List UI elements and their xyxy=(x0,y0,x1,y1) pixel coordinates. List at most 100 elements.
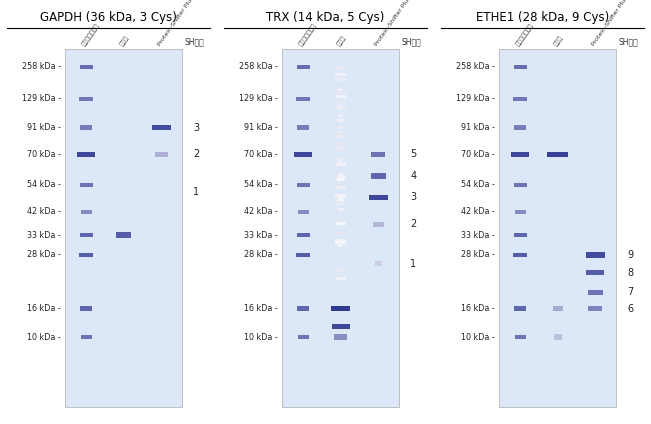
Bar xyxy=(334,335,347,340)
Bar xyxy=(335,239,346,242)
Bar xyxy=(337,176,345,179)
Text: 10 kDa -: 10 kDa - xyxy=(27,333,61,342)
Text: GAPDH (36 kDa, 3 Cys): GAPDH (36 kDa, 3 Cys) xyxy=(40,11,177,24)
Text: 2: 2 xyxy=(193,149,199,159)
Bar xyxy=(339,142,343,145)
Bar xyxy=(514,183,527,187)
Bar xyxy=(298,335,309,339)
Bar xyxy=(553,306,562,311)
Text: 16 kDa -: 16 kDa - xyxy=(244,304,278,313)
Text: 129 kDa -: 129 kDa - xyxy=(239,95,278,103)
Bar xyxy=(335,67,346,70)
Bar xyxy=(514,233,527,237)
Bar xyxy=(499,49,616,407)
Text: 10 kDa -: 10 kDa - xyxy=(461,333,495,342)
Text: 3: 3 xyxy=(410,192,416,202)
Bar xyxy=(337,178,344,181)
Bar xyxy=(335,73,346,75)
Bar xyxy=(81,209,92,214)
Bar xyxy=(372,222,384,227)
Bar xyxy=(294,152,312,156)
Text: 28 kDa -: 28 kDa - xyxy=(27,250,61,259)
Text: ETHE1 (28 kDa, 9 Cys): ETHE1 (28 kDa, 9 Cys) xyxy=(476,11,609,24)
Bar xyxy=(80,307,92,311)
Text: 1: 1 xyxy=(193,187,199,197)
Text: 2: 2 xyxy=(410,219,417,229)
Text: 3: 3 xyxy=(193,123,199,133)
Bar xyxy=(514,64,527,69)
Bar xyxy=(81,335,92,339)
Text: 16 kDa -: 16 kDa - xyxy=(27,304,61,313)
Bar xyxy=(514,97,527,101)
Bar xyxy=(337,135,344,138)
Bar xyxy=(339,131,343,134)
Bar xyxy=(335,241,346,244)
Bar xyxy=(337,175,344,178)
Bar xyxy=(339,218,342,220)
Text: 5: 5 xyxy=(410,149,417,159)
Bar xyxy=(337,119,344,122)
Text: 分子量マーカー: 分子量マーカー xyxy=(299,22,318,47)
Text: 54 kDa -: 54 kDa - xyxy=(27,180,61,190)
Text: 91 kDa -: 91 kDa - xyxy=(27,123,61,132)
Bar xyxy=(337,133,344,136)
Text: 4: 4 xyxy=(410,171,416,181)
Text: 分子量マーカー: 分子量マーカー xyxy=(516,22,535,47)
Text: 42 kDa -: 42 kDa - xyxy=(27,207,61,216)
Text: 54 kDa -: 54 kDa - xyxy=(244,180,278,190)
Text: 70 kDa -: 70 kDa - xyxy=(27,150,61,159)
Bar xyxy=(335,78,346,81)
Bar xyxy=(338,183,343,186)
Text: 9: 9 xyxy=(627,250,633,260)
Bar xyxy=(512,152,529,156)
Text: 129 kDa -: 129 kDa - xyxy=(456,95,495,103)
Bar xyxy=(331,306,350,311)
Bar xyxy=(370,173,386,179)
Text: 7: 7 xyxy=(627,287,633,297)
Text: 16 kDa -: 16 kDa - xyxy=(461,304,495,313)
Bar xyxy=(335,202,346,205)
Bar xyxy=(339,160,343,163)
Bar xyxy=(336,91,346,94)
Bar xyxy=(155,152,168,157)
Bar xyxy=(338,95,344,98)
Text: SH基数: SH基数 xyxy=(618,38,638,47)
Text: 42 kDa -: 42 kDa - xyxy=(244,207,278,216)
Text: 8: 8 xyxy=(627,268,633,278)
Text: SH基数: SH基数 xyxy=(402,38,421,47)
Text: 258 kDa -: 258 kDa - xyxy=(239,62,278,71)
Bar xyxy=(339,126,342,129)
Text: 258 kDa -: 258 kDa - xyxy=(456,62,495,71)
Text: Protein-Shifter Plus処理: Protein-Shifter Plus処理 xyxy=(590,0,633,47)
Text: 28 kDa -: 28 kDa - xyxy=(244,250,278,259)
Text: 分子量マーカー: 分子量マーカー xyxy=(81,22,102,47)
Text: 10 kDa -: 10 kDa - xyxy=(244,333,278,342)
Text: 28 kDa -: 28 kDa - xyxy=(461,250,495,259)
Text: 33 kDa -: 33 kDa - xyxy=(461,231,495,240)
Text: 70 kDa -: 70 kDa - xyxy=(244,150,278,159)
Bar xyxy=(338,149,344,152)
Bar xyxy=(338,208,344,211)
Bar xyxy=(339,114,343,117)
Bar xyxy=(296,253,310,257)
Bar xyxy=(514,126,526,130)
Text: Protein-Shifter Plus処理: Protein-Shifter Plus処理 xyxy=(157,0,200,47)
Bar xyxy=(514,209,526,214)
Text: Protein-Shifter Plus処理: Protein-Shifter Plus処理 xyxy=(374,0,417,47)
Bar xyxy=(336,222,346,225)
Bar xyxy=(339,173,342,176)
Text: SH基数: SH基数 xyxy=(184,38,204,47)
Bar xyxy=(338,91,344,94)
Bar xyxy=(547,152,568,157)
Bar xyxy=(338,142,344,145)
Text: 6: 6 xyxy=(627,304,633,313)
Bar xyxy=(589,306,602,311)
Bar xyxy=(79,183,92,187)
Bar xyxy=(80,126,92,130)
Text: 未処理: 未処理 xyxy=(553,34,564,47)
Text: 1: 1 xyxy=(410,259,416,269)
Bar xyxy=(587,270,604,276)
Bar xyxy=(335,269,346,272)
Bar xyxy=(116,232,132,238)
Bar xyxy=(338,105,344,108)
